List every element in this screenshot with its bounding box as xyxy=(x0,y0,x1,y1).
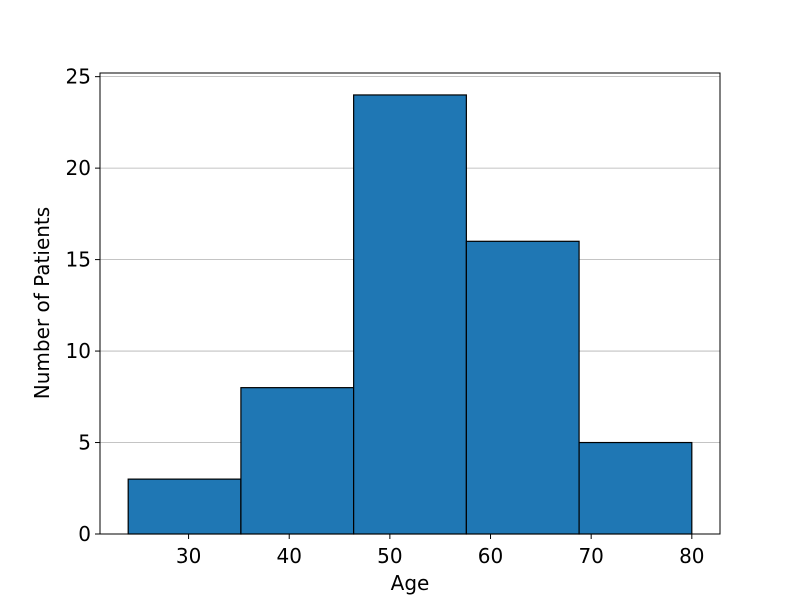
y-tick-label: 0 xyxy=(78,522,91,546)
plot-frame xyxy=(99,72,721,535)
bar xyxy=(240,387,355,535)
y-tick-label: 20 xyxy=(66,156,91,180)
y-axis-label: Number of Patients xyxy=(30,207,54,399)
y-tick-label: 15 xyxy=(66,248,91,272)
x-tick-label: 50 xyxy=(377,544,402,568)
x-axis-label: Age xyxy=(391,571,430,595)
y-tick-label: 25 xyxy=(66,65,91,89)
y-tick-label: 10 xyxy=(66,339,91,363)
x-tick-label: 30 xyxy=(176,544,201,568)
x-tick-label: 40 xyxy=(276,544,301,568)
bar xyxy=(127,478,242,535)
x-tick-label: 80 xyxy=(679,544,704,568)
bar xyxy=(465,240,580,535)
y-tick-label: 5 xyxy=(78,431,91,455)
x-tick-label: 70 xyxy=(578,544,603,568)
bar xyxy=(353,94,467,535)
bar xyxy=(578,441,693,535)
x-tick-label: 60 xyxy=(478,544,503,568)
